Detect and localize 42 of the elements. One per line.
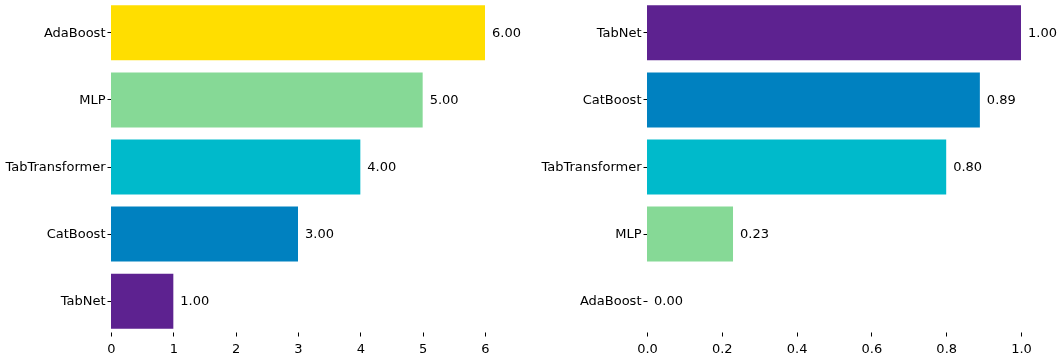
y-tick-label: MLP	[79, 91, 106, 107]
x-tick-label: 0.4	[786, 340, 808, 356]
bar	[647, 5, 1021, 61]
data-label: 0.89	[986, 91, 1016, 107]
y-tick-label: TabTransformer	[4, 159, 107, 174]
bar	[111, 5, 485, 61]
data-label: 0.23	[740, 226, 769, 242]
x-tick-label: 4	[356, 340, 365, 356]
x-tick-label: 0.2	[711, 340, 733, 356]
x-tick-label: 0.6	[861, 340, 883, 356]
x-tick-label: 6	[481, 340, 490, 356]
data-label: 6.00	[492, 24, 521, 40]
x-tick-label: 2	[232, 340, 241, 356]
data-label: 5.00	[429, 91, 459, 107]
data-label: 0.80	[953, 159, 983, 174]
y-tick-label: TabNet	[595, 24, 642, 40]
data-label: 4.00	[367, 159, 397, 174]
y-tick-label: CatBoost	[582, 91, 642, 107]
y-tick-label: TabTransformer	[540, 159, 643, 174]
bar	[111, 139, 361, 195]
data-label: 1.00	[1028, 24, 1057, 40]
y-tick-label: AdaBoost	[579, 293, 642, 309]
data-label: 3.00	[305, 226, 334, 242]
x-tick-label: 0	[107, 340, 116, 356]
bar	[111, 206, 298, 262]
y-tick-label: AdaBoost	[43, 24, 106, 40]
bar	[647, 139, 947, 195]
x-tick-label: 5	[419, 340, 428, 356]
data-label: 0.00	[654, 293, 683, 309]
bar	[647, 72, 980, 128]
y-tick-label: MLP	[615, 226, 642, 242]
x-tick-label: 0.0	[637, 340, 658, 356]
x-tick-label: 1	[169, 340, 178, 356]
bar	[647, 206, 734, 262]
x-tick-label: 0.8	[936, 340, 958, 356]
y-tick-label: CatBoost	[46, 226, 106, 242]
bar	[111, 72, 423, 128]
x-tick-label: 1.0	[1011, 340, 1032, 356]
data-label: 1.00	[180, 293, 210, 309]
x-tick-label: 3	[294, 340, 303, 356]
bar	[111, 273, 174, 329]
y-tick-label: TabNet	[59, 293, 106, 309]
